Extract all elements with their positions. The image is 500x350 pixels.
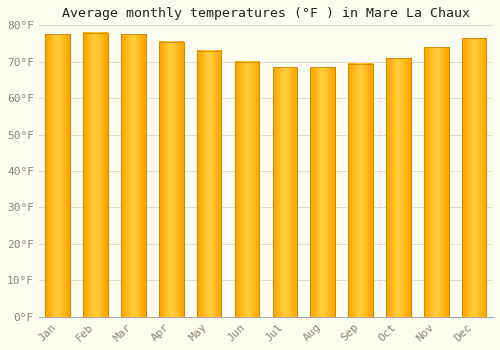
- Bar: [386, 58, 410, 317]
- Bar: [197, 51, 222, 317]
- Bar: [159, 42, 184, 317]
- Bar: [310, 67, 335, 317]
- Bar: [46, 34, 70, 317]
- Bar: [462, 38, 486, 317]
- Bar: [272, 67, 297, 317]
- Bar: [348, 64, 373, 317]
- Bar: [272, 67, 297, 317]
- Bar: [234, 62, 260, 317]
- Bar: [310, 67, 335, 317]
- Title: Average monthly temperatures (°F ) in Mare La Chaux: Average monthly temperatures (°F ) in Ma…: [62, 7, 470, 20]
- Bar: [159, 42, 184, 317]
- Bar: [234, 62, 260, 317]
- Bar: [386, 58, 410, 317]
- Bar: [424, 47, 448, 317]
- Bar: [84, 33, 108, 317]
- Bar: [121, 34, 146, 317]
- Bar: [462, 38, 486, 317]
- Bar: [46, 34, 70, 317]
- Bar: [424, 47, 448, 317]
- Bar: [348, 64, 373, 317]
- Bar: [84, 33, 108, 317]
- Bar: [197, 51, 222, 317]
- Bar: [121, 34, 146, 317]
